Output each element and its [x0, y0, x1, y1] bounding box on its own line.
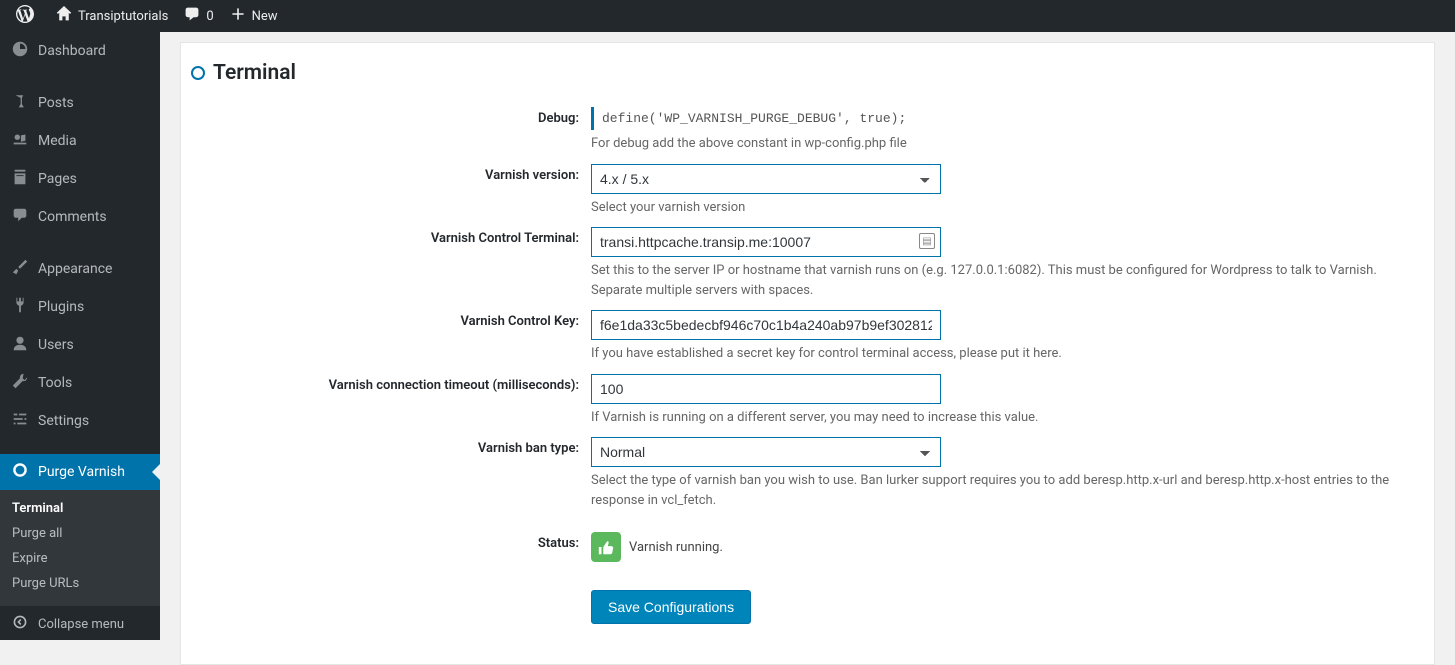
- key-label: Varnish Control Key:: [191, 310, 591, 364]
- brush-icon: [10, 258, 30, 280]
- home-icon: [56, 6, 72, 26]
- sidebar-item-label: Pages: [38, 171, 77, 187]
- circle-icon: [10, 462, 30, 482]
- timeout-label: Varnish connection timeout (milliseconds…: [191, 374, 591, 428]
- bantype-desc: Select the type of varnish ban you wish …: [591, 471, 1412, 510]
- collapse-icon: [10, 614, 30, 634]
- submenu-item-expire[interactable]: Expire: [0, 546, 160, 571]
- collapse-label: Collapse menu: [38, 617, 124, 632]
- sidebar-item-label: Comments: [38, 209, 107, 225]
- sidebar-item-label: Appearance: [38, 261, 112, 277]
- sidebar-item-label: Media: [38, 133, 77, 149]
- page-icon: [10, 168, 30, 190]
- new-label: New: [252, 9, 278, 24]
- status-badge: Varnish running.: [591, 532, 723, 562]
- bantype-label: Varnish ban type:: [191, 437, 591, 510]
- sidebar-item-label: Settings: [38, 413, 89, 429]
- new-content-link[interactable]: New: [222, 0, 286, 32]
- circle-icon: [191, 66, 205, 80]
- status-text: Varnish running.: [629, 540, 723, 555]
- site-name-text: Transiptutorials: [78, 9, 168, 24]
- comment-icon: [10, 206, 30, 228]
- timeout-input[interactable]: [591, 374, 941, 404]
- terminal-label: Varnish Control Terminal:: [191, 227, 591, 300]
- timeout-desc: If Varnish is running on a different ser…: [591, 408, 1412, 428]
- status-label: Status:: [191, 532, 591, 562]
- sidebar-item-purge-varnish[interactable]: Purge Varnish: [0, 454, 160, 490]
- comments-count: 0: [206, 9, 213, 24]
- terminal-desc: Set this to the server IP or hostname th…: [591, 261, 1412, 300]
- thumbs-up-icon: [591, 532, 621, 562]
- save-button[interactable]: Save Configurations: [591, 590, 751, 624]
- key-desc: If you have established a secret key for…: [591, 344, 1412, 364]
- sidebar-item-media[interactable]: Media: [0, 122, 160, 160]
- pin-icon: [10, 92, 30, 114]
- version-select[interactable]: 4.x / 5.x: [591, 164, 941, 194]
- debug-desc: For debug add the above constant in wp-c…: [591, 134, 1412, 154]
- sidebar-item-comments[interactable]: Comments: [0, 198, 160, 236]
- sidebar-item-users[interactable]: Users: [0, 326, 160, 364]
- admin-sidebar: Dashboard Posts Media Pages Comments App…: [0, 32, 160, 640]
- wordpress-icon: [16, 5, 34, 27]
- debug-code: define('WP_VARNISH_PURGE_DEBUG', true);: [591, 107, 914, 130]
- page-title: Terminal: [181, 61, 1434, 97]
- plus-icon: [230, 6, 246, 26]
- key-input[interactable]: [591, 310, 941, 340]
- sidebar-item-label: Posts: [38, 95, 74, 111]
- comments-link[interactable]: 0: [176, 0, 221, 32]
- submenu-item-purge-all[interactable]: Purge all: [0, 521, 160, 546]
- sidebar-item-label: Dashboard: [38, 43, 106, 59]
- autofill-icon[interactable]: ▤: [919, 233, 935, 249]
- bantype-select[interactable]: Normal: [591, 437, 941, 467]
- sidebar-item-label: Tools: [38, 375, 72, 391]
- sidebar-item-label: Users: [38, 337, 74, 353]
- sidebar-item-settings[interactable]: Settings: [0, 402, 160, 440]
- wp-logo[interactable]: [8, 0, 48, 32]
- content-area: Terminal Debug: define('WP_VARNISH_PURGE…: [160, 32, 1455, 640]
- sidebar-item-label: Purge Varnish: [38, 464, 125, 480]
- sidebar-item-plugins[interactable]: Plugins: [0, 288, 160, 326]
- site-name-link[interactable]: Transiptutorials: [48, 0, 176, 32]
- wrench-icon: [10, 372, 30, 394]
- user-icon: [10, 334, 30, 356]
- debug-label: Debug:: [191, 107, 591, 154]
- plug-icon: [10, 296, 30, 318]
- dashboard-icon: [10, 40, 30, 62]
- version-desc: Select your varnish version: [591, 198, 1412, 218]
- sidebar-item-label: Plugins: [38, 299, 84, 315]
- sidebar-item-pages[interactable]: Pages: [0, 160, 160, 198]
- page-heading: Terminal: [213, 61, 296, 85]
- sidebar-item-posts[interactable]: Posts: [0, 84, 160, 122]
- admin-bar: Transiptutorials 0 New: [0, 0, 1455, 32]
- sidebar-item-dashboard[interactable]: Dashboard: [0, 32, 160, 70]
- submenu-item-purge-urls[interactable]: Purge URLs: [0, 571, 160, 596]
- sidebar-item-appearance[interactable]: Appearance: [0, 250, 160, 288]
- submenu-item-terminal[interactable]: Terminal: [0, 496, 160, 521]
- sidebar-item-tools[interactable]: Tools: [0, 364, 160, 402]
- version-label: Varnish version:: [191, 164, 591, 218]
- sliders-icon: [10, 410, 30, 432]
- submenu-purge-varnish: Terminal Purge all Expire Purge URLs: [0, 490, 160, 606]
- media-icon: [10, 130, 30, 152]
- terminal-input[interactable]: [591, 227, 941, 257]
- settings-form: Debug: define('WP_VARNISH_PURGE_DEBUG', …: [181, 97, 1434, 624]
- comment-icon: [184, 6, 200, 26]
- collapse-menu[interactable]: Collapse menu: [0, 606, 160, 642]
